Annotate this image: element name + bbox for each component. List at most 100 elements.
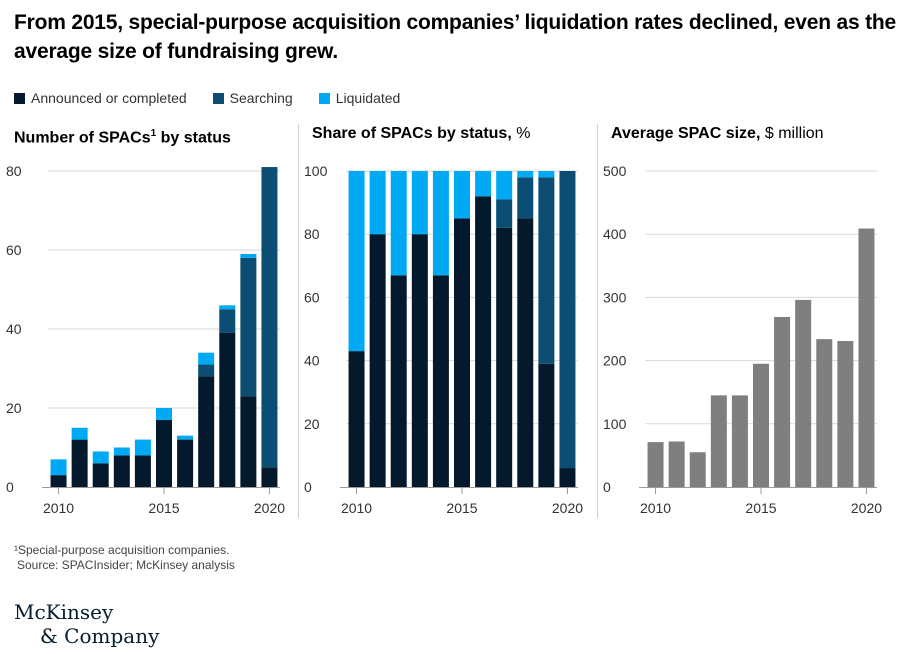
legend-label-searching: Searching xyxy=(229,90,293,106)
size-x-tick-label: 2015 xyxy=(745,500,776,516)
share-bar-2019-announced-or-completed xyxy=(538,363,555,487)
share-x-tick-label: 2010 xyxy=(341,500,372,516)
size-y-tick-label: 400 xyxy=(603,226,627,242)
count-bar-2010-announced-or-completed xyxy=(50,475,67,487)
count-bar-2017-searching xyxy=(198,364,215,377)
share-y-tick-label: 40 xyxy=(304,353,320,369)
share-bar-2018-searching xyxy=(517,177,534,219)
count-bar-2011-liquidated xyxy=(71,427,88,440)
panel-title-count-bold-after: by status xyxy=(156,129,231,147)
share-bar-2010-announced-or-completed xyxy=(348,351,365,487)
logo-line-2: & Company xyxy=(40,624,160,648)
legend-label-liquidated: Liquidated xyxy=(335,90,401,106)
count-bar-2016-liquidated xyxy=(177,435,194,440)
count-bar-2014-announced-or-completed xyxy=(134,455,151,487)
size-bar-2015-average-spac-size xyxy=(753,363,769,487)
size-y-tick-label: 300 xyxy=(603,289,627,305)
share-bar-2010-liquidated xyxy=(348,171,365,352)
count-bar-2020-announced-or-completed xyxy=(261,467,278,487)
count-x-tick-label: 2010 xyxy=(43,500,74,516)
share-bar-2017-liquidated xyxy=(496,171,513,200)
panel-title-size-bold: Average SPAC size, xyxy=(611,125,761,142)
count-bar-2020-searching xyxy=(261,167,278,468)
legend-label-announced: Announced or completed xyxy=(31,90,187,106)
legend-item-announced: Announced or completed xyxy=(14,90,187,106)
share-bar-2017-searching xyxy=(496,199,513,228)
share-y-tick-label: 80 xyxy=(304,226,320,242)
legend-swatch-searching xyxy=(212,92,224,104)
share-bar-2016-liquidated xyxy=(475,171,492,197)
panel-title-count-bold: Number of SPACs xyxy=(14,129,151,147)
legend-item-liquidated: Liquidated xyxy=(318,90,401,106)
size-x-tick-label: 2020 xyxy=(851,500,882,516)
footnotes: ¹Special-purpose acquisition companies. … xyxy=(14,543,235,573)
count-bar-2015-announced-or-completed xyxy=(156,419,172,487)
size-y-tick-label: 0 xyxy=(603,479,611,495)
share-bar-2015-announced-or-completed xyxy=(454,218,470,487)
share-x-tick-label: 2020 xyxy=(552,500,583,516)
share-y-tick-label: 20 xyxy=(304,416,320,432)
share-bar-2015-liquidated xyxy=(454,171,470,219)
count-bar-2013-announced-or-completed xyxy=(113,455,130,487)
chart-title: From 2015, special-purpose acquisition c… xyxy=(14,11,896,63)
share-bar-2018-liquidated xyxy=(517,171,534,178)
source-text: Source: SPACInsider; McKinsey analysis xyxy=(17,558,235,572)
share-bar-2020-announced-or-completed xyxy=(559,468,576,487)
count-bar-2014-liquidated xyxy=(134,439,151,456)
share-bar-2019-liquidated xyxy=(538,171,555,178)
legend-item-searching: Searching xyxy=(212,90,293,106)
share-bar-2013-liquidated xyxy=(411,171,428,235)
count-bar-2015-liquidated xyxy=(156,408,172,420)
size-y-tick-label: 500 xyxy=(603,163,627,179)
size-bar-2018-average-spac-size xyxy=(816,339,833,487)
count-bar-2017-liquidated xyxy=(198,352,215,365)
count-bar-2013-liquidated xyxy=(113,447,130,456)
count-y-tick-label: 80 xyxy=(6,163,22,179)
count-bar-2012-liquidated xyxy=(92,451,109,464)
count-bar-2018-announced-or-completed xyxy=(219,332,236,487)
share-bar-2019-searching xyxy=(538,177,555,364)
count-bar-2019-liquidated xyxy=(240,253,257,258)
size-bar-2020-average-spac-size xyxy=(858,228,875,487)
share-bar-2016-announced-or-completed xyxy=(475,196,492,487)
chart-share: 0 20 40 60 80 100 2010 2015 2020 xyxy=(304,163,583,516)
panel-title-share-bold: Share of SPACs by status, xyxy=(312,125,512,142)
count-y-tick-label: 20 xyxy=(6,400,22,416)
logo-line-1: McKinsey xyxy=(14,600,114,624)
count-bar-2018-liquidated xyxy=(219,305,236,310)
panel-title-size: Average SPAC size, $ million xyxy=(611,124,824,144)
chart-size: 0 100 200 300 400 500 2010 2015 2020 xyxy=(603,163,882,516)
size-x-tick-label: 2010 xyxy=(640,500,671,516)
legend: Announced or completed Searching Liquida… xyxy=(14,90,426,106)
count-bar-2019-searching xyxy=(240,257,257,397)
size-bar-2012-average-spac-size xyxy=(689,452,706,487)
count-bar-2018-searching xyxy=(219,309,236,333)
count-bar-2016-announced-or-completed xyxy=(177,439,194,487)
share-y-tick-label: 0 xyxy=(304,479,312,495)
panel-title-share-unit: % xyxy=(511,125,531,142)
size-y-tick-label: 200 xyxy=(603,353,627,369)
count-x-tick-label: 2020 xyxy=(254,500,285,516)
chart-count: 0 20 40 60 80 2010 2015 2020 xyxy=(6,163,285,516)
panel-title-size-unit: $ million xyxy=(760,125,824,142)
count-bar-2011-announced-or-completed xyxy=(71,439,88,487)
panel-title-share: Share of SPACs by status, % xyxy=(312,124,530,144)
count-bar-2017-announced-or-completed xyxy=(198,376,215,487)
share-bar-2018-announced-or-completed xyxy=(517,218,534,487)
share-y-tick-label: 100 xyxy=(304,163,328,179)
share-bar-2013-announced-or-completed xyxy=(411,234,428,487)
share-bar-2020-searching xyxy=(559,171,576,469)
panel-title-count: Number of SPACs1 by status xyxy=(14,124,231,148)
share-bar-2017-announced-or-completed xyxy=(496,227,513,487)
count-bar-2010-liquidated xyxy=(50,459,67,476)
mckinsey-logo: McKinsey & Company xyxy=(14,600,159,648)
share-bar-2011-liquidated xyxy=(369,171,386,235)
count-bar-2012-announced-or-completed xyxy=(92,463,109,487)
size-bar-2011-average-spac-size xyxy=(668,441,685,487)
share-bar-2012-liquidated xyxy=(390,171,407,276)
size-bar-2016-average-spac-size xyxy=(774,316,791,487)
size-y-tick-label: 100 xyxy=(603,416,627,432)
size-bar-2014-average-spac-size xyxy=(731,395,748,487)
legend-swatch-announced xyxy=(14,92,25,104)
share-bar-2012-announced-or-completed xyxy=(390,275,407,487)
